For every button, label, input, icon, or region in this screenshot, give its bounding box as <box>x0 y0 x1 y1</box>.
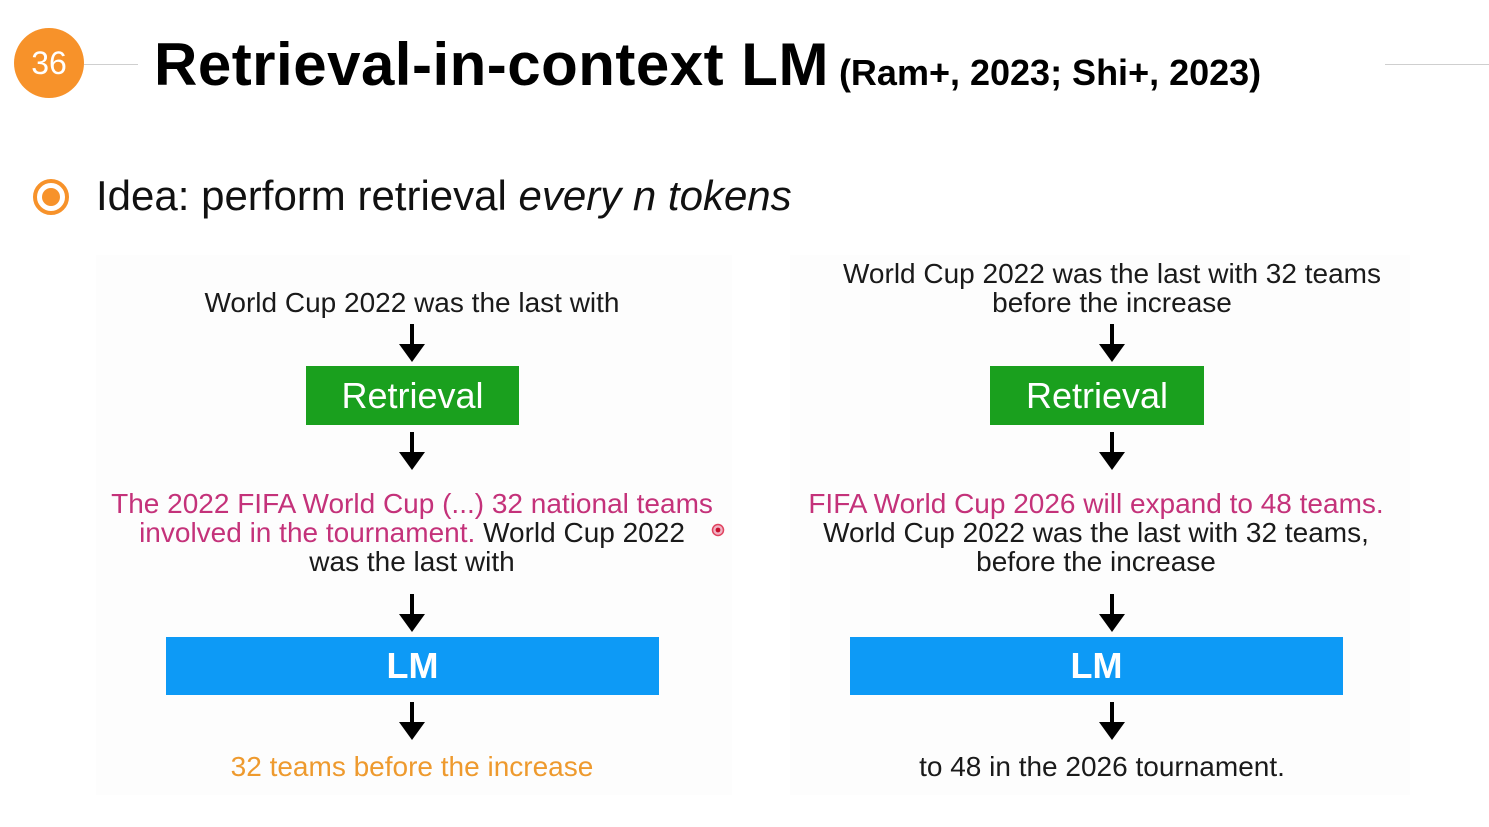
left-retrieval-label: Retrieval <box>341 374 484 416</box>
slide-title: Retrieval-in-context LM (Ram+, 2023; Shi+… <box>154 30 1261 99</box>
right-retrieval-box: Retrieval <box>990 366 1204 425</box>
bullet-prefix: Idea: perform retrieval <box>96 172 519 219</box>
right-retrieval-label: Retrieval <box>1025 374 1169 416</box>
right-arrow-down-4 <box>1099 702 1125 740</box>
right-input-text: World Cup 2022 was the last with 32 team… <box>792 259 1432 317</box>
right-lm-box: LM <box>850 637 1343 695</box>
left-arrow-down-1 <box>399 324 425 362</box>
left-lm-label: LM <box>386 645 439 686</box>
left-retrieved-line-3: was the last with <box>309 546 515 577</box>
slide-title-citation: (Ram+, 2023; Shi+, 2023) <box>838 52 1262 93</box>
left-arrow-down-2 <box>399 432 425 470</box>
left-input-line: World Cup 2022 was the last with <box>204 287 620 318</box>
right-output-text: to 48 in the 2026 tournament. <box>792 752 1412 781</box>
laser-pointer-icon <box>711 523 725 537</box>
right-output-line: to 48 in the 2026 tournament. <box>919 751 1285 782</box>
right-lm-label: LM <box>1070 645 1123 686</box>
right-retrieved-line-3: before the increase <box>976 546 1216 577</box>
right-input-line-1: World Cup 2022 was the last with 32 team… <box>843 258 1381 289</box>
left-retrieval-box: Retrieval <box>306 366 519 425</box>
bullet-emphasis: every n tokens <box>518 172 792 219</box>
left-input-text: World Cup 2022 was the last with <box>112 288 712 317</box>
left-arrow-down-4 <box>399 702 425 740</box>
left-lm-box: LM <box>166 637 659 695</box>
left-retrieved-passage: The 2022 FIFA World Cup (...) 32 nationa… <box>96 489 728 576</box>
slide-number: 36 <box>31 44 67 81</box>
right-input-line-2: before the increase <box>992 287 1232 318</box>
bullet-ring-icon <box>33 179 69 215</box>
left-output-line: 32 teams before the increase <box>230 751 594 782</box>
right-retrieved-line-2: World Cup 2022 was the last with 32 team… <box>823 517 1369 548</box>
bullet-idea: Idea: perform retrieval every n tokens <box>96 172 792 220</box>
left-retrieved-line-1: The 2022 FIFA World Cup (...) 32 nationa… <box>111 488 713 519</box>
header-rule-left <box>84 64 138 65</box>
right-arrow-down-2 <box>1099 432 1125 470</box>
slide-title-main: Retrieval-in-context LM <box>154 31 829 98</box>
left-retrieved-line-2-dark: World Cup 2022 <box>475 517 685 548</box>
left-retrieved-line-2-pink: involved in the tournament. <box>139 517 476 548</box>
right-retrieved-passage: FIFA World Cup 2026 will expand to 48 te… <box>776 489 1416 576</box>
header-rule-right <box>1385 64 1489 65</box>
right-arrow-down-3 <box>1099 594 1125 632</box>
left-retrieved-line-2: involved in the tournament. World Cup 20… <box>96 518 728 547</box>
slide-number-badge: 36 <box>14 28 84 98</box>
right-retrieved-line-1: FIFA World Cup 2026 will expand to 48 te… <box>808 488 1384 519</box>
left-output-text: 32 teams before the increase <box>112 752 712 781</box>
right-arrow-down-1 <box>1099 324 1125 362</box>
left-arrow-down-3 <box>399 594 425 632</box>
